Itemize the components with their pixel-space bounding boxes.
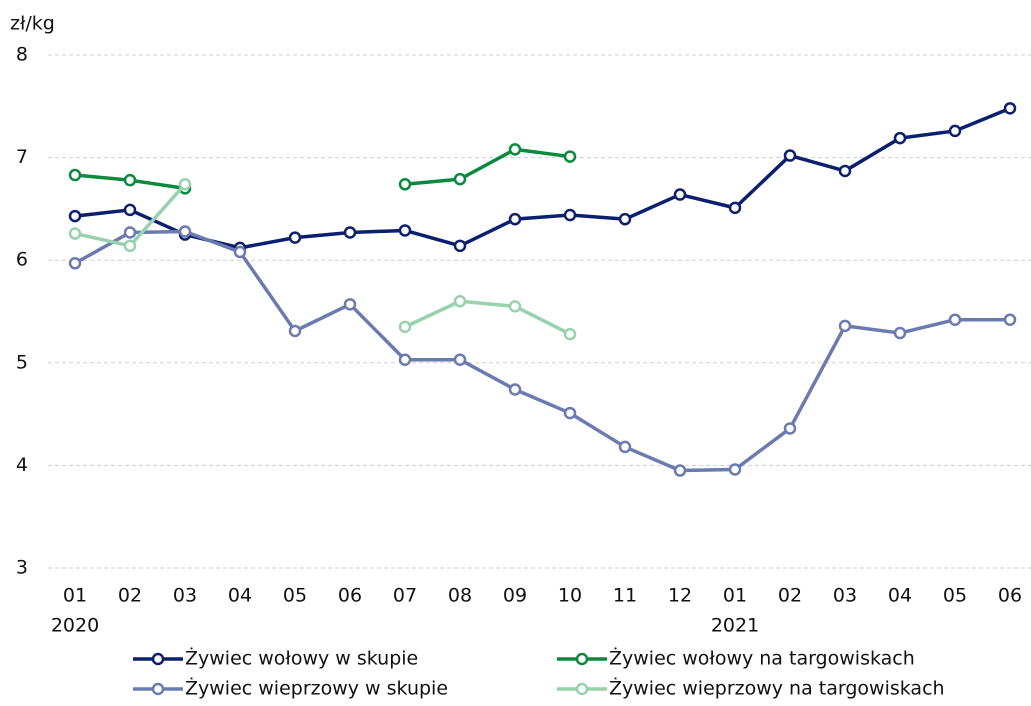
point-marker (508, 212, 522, 226)
legend-label: Żywiec wołowy na targowiskach (609, 647, 915, 670)
x-tick-label: 06 (338, 585, 362, 607)
legend-marker (575, 682, 589, 696)
x-tick-label: 12 (668, 585, 692, 607)
point-marker (398, 178, 412, 191)
y-tick-label: 8 (16, 44, 28, 66)
x-tick-label: 01 (63, 585, 87, 607)
point-marker (563, 406, 577, 420)
point-marker (453, 239, 467, 253)
point-marker (68, 209, 82, 223)
point-marker (398, 320, 412, 334)
point-marker (563, 208, 577, 222)
x-tick-label: 04 (888, 585, 912, 607)
point-marker (68, 257, 82, 270)
point-marker (618, 440, 632, 454)
point-marker (343, 298, 357, 311)
y-tick-label: 7 (16, 146, 28, 168)
x-tick-label: 01 (723, 585, 747, 607)
point-marker (838, 319, 852, 333)
legend-label: Żywiec wołowy w skupie (185, 647, 418, 670)
point-marker (178, 225, 192, 238)
point-marker (893, 131, 907, 145)
point-marker (728, 201, 742, 215)
point-marker (563, 327, 577, 341)
series-line (74, 106, 1011, 250)
x-tick-label: 05 (283, 585, 307, 607)
point-marker (288, 324, 302, 338)
series-line (74, 229, 1010, 473)
point-marker (618, 212, 632, 226)
point-marker (728, 463, 742, 476)
x-tick-label: 10 (558, 585, 582, 607)
year-label: 2021 (711, 615, 759, 637)
point-marker (398, 353, 412, 366)
point-marker (508, 300, 522, 313)
year-label: 2020 (51, 615, 99, 637)
point-marker (1003, 102, 1017, 115)
point-marker (508, 143, 522, 156)
x-tick-label: 11 (613, 585, 637, 607)
x-tick-label: 03 (833, 585, 857, 607)
point-marker (123, 239, 137, 253)
x-tick-label: 03 (173, 585, 197, 607)
point-marker (783, 149, 797, 162)
point-marker (68, 227, 82, 240)
x-tick-label: 05 (943, 585, 967, 607)
point-marker (288, 231, 302, 244)
point-marker (673, 464, 687, 477)
y-tick-label: 4 (16, 454, 28, 476)
point-marker (453, 294, 467, 308)
point-marker (453, 172, 467, 186)
point-marker (343, 226, 357, 239)
x-tick-label: 04 (228, 585, 252, 607)
legend-label: Żywiec wieprzowy na targowiskach (609, 677, 945, 700)
legend-marker (151, 682, 165, 696)
point-marker (1003, 313, 1017, 326)
y-tick-label: 3 (16, 557, 28, 579)
legend-marker (151, 652, 165, 666)
legend-label: Żywiec wieprzowy w skupie (185, 677, 448, 700)
x-tick-label: 08 (448, 585, 472, 607)
y-axis-label: zł/kg (10, 13, 55, 35)
x-tick-label: 02 (778, 585, 802, 607)
point-marker (893, 326, 907, 340)
point-marker (508, 383, 522, 396)
point-marker (838, 164, 852, 178)
point-marker (233, 245, 247, 259)
point-marker (123, 203, 137, 217)
point-marker (453, 353, 467, 366)
point-marker (783, 422, 797, 435)
x-tick-label: 07 (393, 585, 417, 607)
point-marker (123, 173, 137, 187)
point-marker (68, 168, 82, 182)
point-marker (398, 224, 412, 237)
series-line (74, 183, 571, 336)
y-tick-label: 5 (16, 351, 28, 373)
point-marker (673, 188, 687, 201)
point-marker (563, 150, 577, 163)
point-marker (178, 178, 192, 191)
series-line (74, 147, 571, 191)
legend-marker (575, 652, 589, 666)
point-marker (948, 124, 962, 138)
point-marker (123, 226, 137, 239)
x-tick-label: 09 (503, 585, 527, 607)
x-tick-label: 02 (118, 585, 142, 607)
x-tick-label: 06 (998, 585, 1022, 607)
y-tick-label: 6 (16, 249, 28, 271)
point-marker (948, 313, 962, 326)
